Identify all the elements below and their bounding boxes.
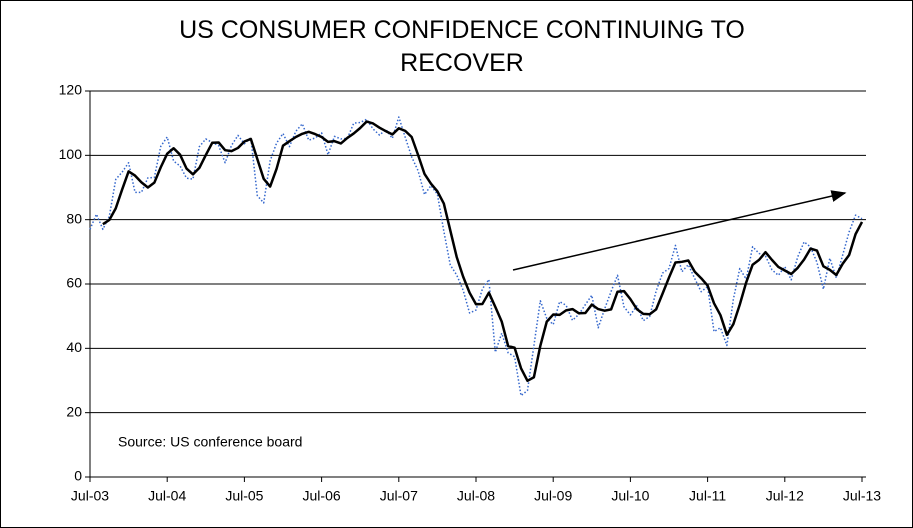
x-tick-label: Jul-09 xyxy=(534,488,572,504)
y-tick-label: 120 xyxy=(59,82,83,98)
x-tick-label: Jul-07 xyxy=(380,488,418,504)
x-tick-label: Jul-03 xyxy=(71,488,109,504)
x-tick-label: Jul-10 xyxy=(611,488,649,504)
x-tick-label: Jul-12 xyxy=(766,488,804,504)
x-tick-label: Jul-13 xyxy=(843,488,881,504)
x-tick-label: Jul-04 xyxy=(148,488,186,504)
x-tick-label: Jul-08 xyxy=(457,488,495,504)
x-tick-label: Jul-05 xyxy=(225,488,263,504)
y-tick-label: 20 xyxy=(66,403,82,419)
y-tick-label: 0 xyxy=(74,468,82,484)
series-line xyxy=(89,116,863,397)
x-tick-label: Jul-06 xyxy=(303,488,341,504)
trend-arrow xyxy=(512,190,847,271)
series-line xyxy=(102,120,864,383)
chart-title: US CONSUMER CONFIDENCE CONTINUING TO REC… xyxy=(179,16,745,77)
y-tick-label: 60 xyxy=(66,275,82,291)
y-tick-label: 80 xyxy=(66,210,82,226)
y-tick-label: 40 xyxy=(66,339,82,355)
x-tick-label: Jul-11 xyxy=(689,488,726,504)
annotation: Source: US conference board xyxy=(118,434,302,450)
y-tick-label: 100 xyxy=(59,146,83,162)
